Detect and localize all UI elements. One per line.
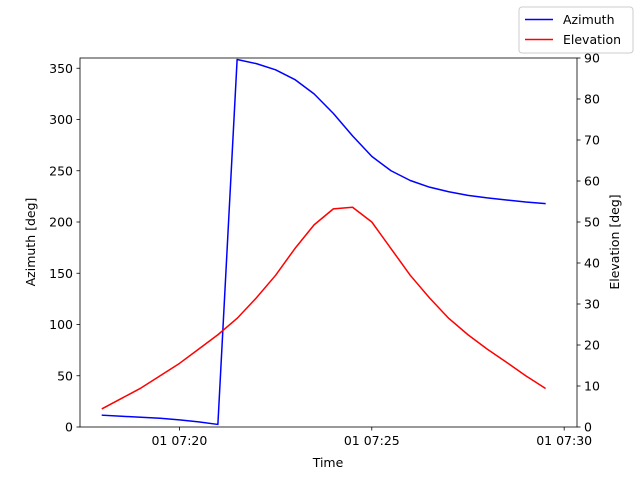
legend: Azimuth Elevation — [518, 6, 634, 54]
series-layer — [101, 58, 546, 426]
y-left-tick-label: 200 — [49, 215, 73, 230]
legend-frame — [518, 6, 634, 54]
y-axis-left-label: Azimuth [deg] — [23, 198, 38, 287]
plot-area — [80, 58, 577, 427]
series-line-azimuth — [101, 58, 546, 426]
y-right-tick-label: 80 — [584, 92, 600, 107]
legend-label-azimuth: Azimuth — [563, 12, 615, 27]
legend-label-elevation: Elevation — [563, 32, 621, 47]
y-left-tick-label: 300 — [49, 112, 73, 127]
y-left-tick-label: 250 — [49, 163, 73, 178]
x-tick-label: 01 07:20 — [151, 433, 207, 448]
y-right-tick-label: 10 — [584, 379, 600, 394]
y-left-tick-label: 350 — [49, 61, 73, 76]
y-right-tick-label: 70 — [584, 133, 600, 148]
y-left-tick-label: 150 — [49, 266, 73, 281]
y-right-tick-label: 50 — [584, 215, 600, 230]
plot-background — [80, 58, 577, 427]
plot-frame — [79, 57, 578, 428]
x-axis: 01 07:20 01 07:25 01 07:30 — [151, 427, 592, 448]
x-tick-label: 01 07:25 — [344, 433, 400, 448]
y-axis-left: 0 50 100 150 200 250 300 350 — [49, 61, 80, 435]
series-line-elevation — [101, 206, 546, 410]
y-left-tick-label: 50 — [57, 368, 73, 383]
x-axis-label: Time — [312, 455, 344, 470]
y-left-tick-label: 0 — [65, 420, 73, 435]
y-left-tick-label: 100 — [49, 317, 73, 332]
x-tick-label: 01 07:30 — [536, 433, 592, 448]
y-right-tick-label: 90 — [584, 51, 600, 66]
y-axis-right: 0 10 20 30 40 50 60 70 80 90 — [577, 51, 600, 435]
y-right-tick-label: 0 — [584, 420, 592, 435]
y-right-tick-label: 40 — [584, 256, 600, 271]
y-right-tick-label: 60 — [584, 174, 600, 189]
y-right-tick-label: 20 — [584, 338, 600, 353]
y-right-tick-label: 30 — [584, 297, 600, 312]
y-axis-right-label: Elevation [deg] — [607, 194, 622, 289]
